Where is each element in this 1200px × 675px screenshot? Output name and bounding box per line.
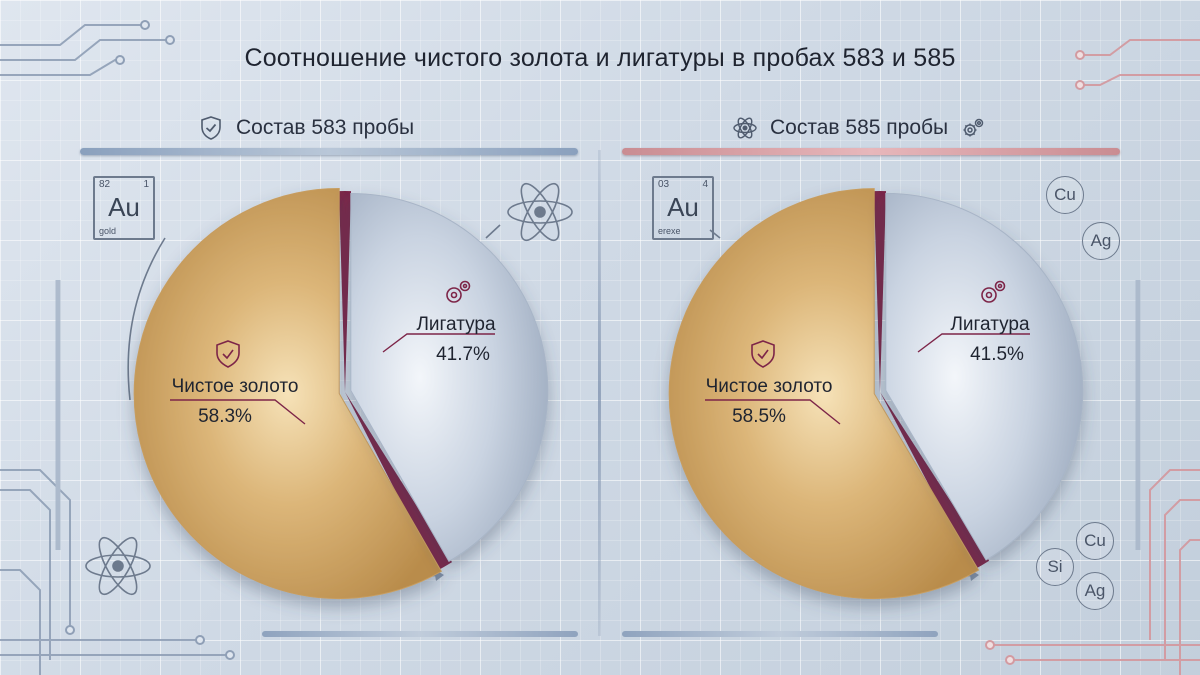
panel-header-583: Состав 583 пробы — [198, 112, 414, 144]
bottom-bar-right — [622, 631, 938, 637]
slice-alloy-583 — [350, 192, 549, 562]
pie-chart-583 — [133, 188, 549, 600]
slice-label-alloy-585: Лигатура — [950, 314, 1030, 335]
gears-icon — [446, 280, 471, 303]
slice-alloy-585 — [885, 192, 1084, 561]
shield-check-icon — [216, 340, 240, 368]
element-number: 82 — [99, 179, 111, 190]
element-box-gold-right: 03 4 Au erexe — [652, 176, 714, 240]
slice-label-alloy-583: Лигатура — [416, 314, 496, 335]
gears-icon — [963, 118, 984, 137]
atom-icon — [733, 117, 757, 139]
element-symbol: Au — [667, 192, 699, 222]
accent-bar-583 — [80, 148, 578, 155]
gear-badge-icon — [751, 340, 775, 368]
pie-chart-585 — [668, 188, 1084, 600]
bottom-bar-left — [262, 631, 578, 637]
slice-separator-top-585 — [873, 190, 887, 392]
element-weight: 1 — [143, 179, 149, 190]
element-name: gold — [99, 226, 117, 236]
panel-header-label: Состав 585 пробы — [770, 116, 949, 139]
accent-bar-585 — [622, 148, 1120, 155]
chem-symbol-cu: Cu — [1046, 176, 1084, 214]
shield-check-icon — [201, 116, 221, 140]
slice-label-pure-gold-585: Чистое золото — [705, 376, 833, 397]
chem-symbol-si: Si — [1036, 548, 1074, 586]
element-name: erexe — [658, 226, 681, 236]
slice-separator-585 — [880, 392, 990, 570]
slice-separator-top-583 — [338, 190, 352, 392]
slice-value-alloy-583: 41.7% — [436, 344, 490, 365]
chem-symbol-ag-bottom: Ag — [1076, 572, 1114, 610]
element-symbol: Au — [108, 192, 140, 222]
slice-value-pure-gold-585: 58.5% — [732, 406, 786, 427]
slice-value-alloy-585: 41.5% — [970, 344, 1024, 365]
panel-divider — [598, 150, 601, 636]
element-weight: 4 — [702, 179, 708, 190]
slice-pure-gold-583 — [133, 188, 443, 600]
slice-pure-gold-585 — [668, 188, 980, 600]
molecule-icon — [981, 280, 1006, 303]
chem-symbol-cu-bottom: Cu — [1076, 522, 1114, 560]
slice-separator-583 — [345, 392, 453, 572]
leader-line-alloy-585 — [917, 333, 1030, 353]
chem-symbol-ag: Ag — [1082, 222, 1120, 260]
panel-header-label: Состав 583 пробы — [236, 116, 415, 139]
slice-label-pure-gold-583: Чистое золото — [171, 376, 299, 397]
panel-header-585: Состав 585 пробы — [732, 112, 986, 144]
leader-line-gold-585 — [705, 399, 841, 425]
chart-title: Соотношение чистого золота и лигатуры в … — [244, 44, 956, 72]
leader-line-alloy-583 — [382, 333, 495, 353]
slice-value-pure-gold-583: 58.3% — [198, 406, 252, 427]
element-box-gold: 82 1 Au gold — [93, 176, 155, 240]
element-number: 03 — [658, 179, 670, 190]
leader-line-gold-583 — [170, 399, 306, 425]
